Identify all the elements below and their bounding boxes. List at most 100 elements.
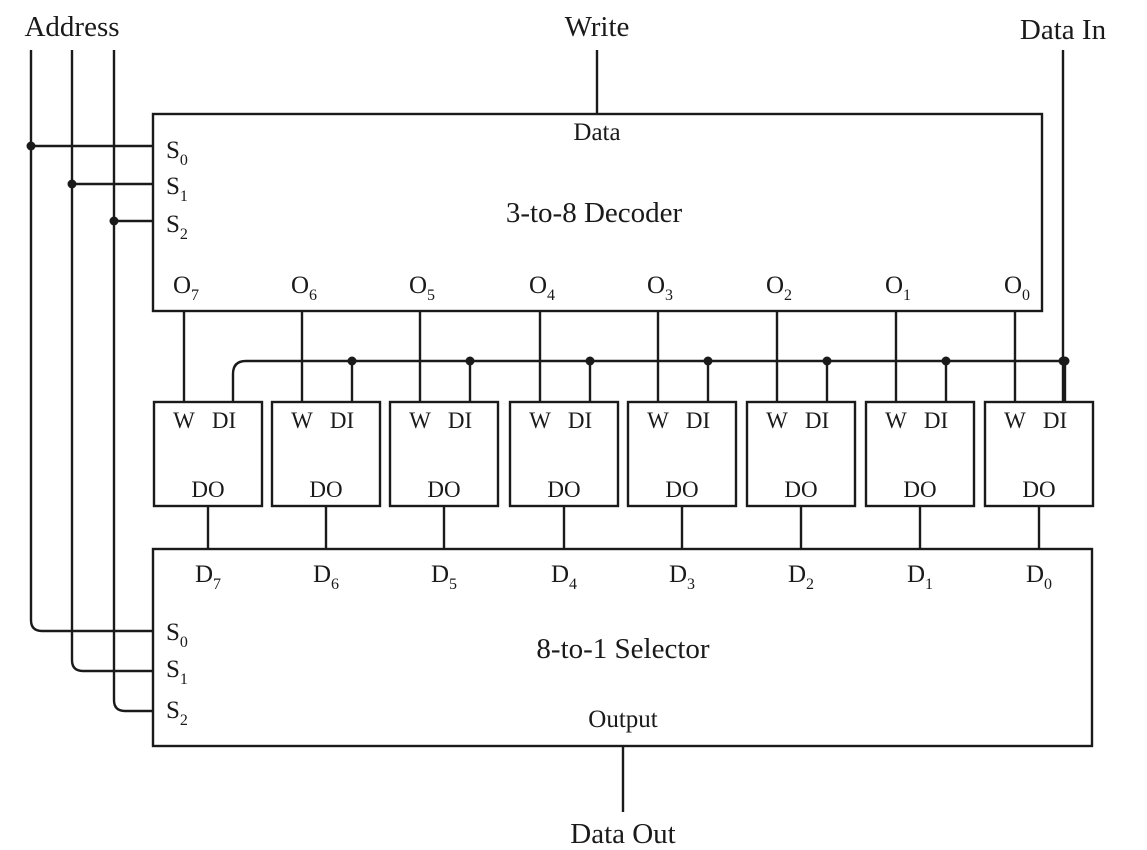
latch-di-pin: DI	[212, 408, 236, 433]
decoder-output-pin-o5-base: O	[409, 272, 427, 299]
selector-input-pin-d7: D7	[195, 561, 221, 593]
junction-dot	[109, 216, 119, 226]
latch-box	[745, 400, 857, 508]
decoder-select-pin-s0-subscript: 0	[180, 152, 188, 169]
decoder-output-pin-o0-subscript: 0	[1022, 287, 1030, 304]
latch-w-pin: W	[409, 408, 431, 433]
decoder-box	[151, 112, 1044, 313]
address-line-0	[29, 50, 153, 633]
selector-input-pin-d4: D4	[551, 561, 577, 593]
address-line-1	[70, 50, 153, 673]
latch-5: W DI DO	[388, 400, 500, 508]
decoder-output-pin-o6-base: O	[291, 272, 309, 299]
selector-select-pin-s1-subscript: 1	[180, 671, 188, 688]
decoder-select-pin-s1: S1	[166, 173, 188, 205]
selector-input-pin-d7-base: D	[195, 561, 213, 588]
latch-di-pin: DI	[924, 408, 948, 433]
latch-di-pin: DI	[448, 408, 472, 433]
selector-input-pin-d7-subscript: 7	[213, 576, 221, 593]
latch-do-pin: DO	[784, 477, 817, 502]
address-label: Address	[24, 11, 119, 43]
selector-input-pin-d0-subscript: 0	[1044, 576, 1052, 593]
decoder-output-pin-o7: O7	[173, 272, 199, 304]
latch-4: W DI DO	[508, 400, 620, 508]
latch-di-pin: DI	[330, 408, 354, 433]
junction-dot	[347, 356, 357, 366]
selector-input-pin-d3-subscript: 3	[687, 576, 695, 593]
latch-box	[270, 400, 382, 508]
decoder-output-pin-o6: O6	[291, 272, 317, 304]
selector-input-pin-d6: D6	[313, 561, 339, 593]
decoder-output-pin-o3: O3	[647, 272, 673, 304]
latch-di-pin: DI	[1043, 408, 1067, 433]
decoder-output-pin-o5: O5	[409, 272, 435, 304]
selector-input-pin-d3: D3	[669, 561, 695, 593]
junction-dot	[1058, 356, 1068, 366]
selector-input-pin-d2-base: D	[788, 561, 806, 588]
selector-input-pin-d1-base: D	[907, 561, 925, 588]
decoder-output-pin-o1-subscript: 1	[903, 287, 911, 304]
decoder-output-pin-o4: O4	[529, 272, 555, 304]
latch-do-pin: DO	[903, 477, 936, 502]
latch-w-pin: W	[766, 408, 788, 433]
junction-dot	[703, 356, 713, 366]
selector-input-pins: D7 D6 D5 D4 D3 D2 D1 D0	[195, 561, 1052, 593]
decoder-select-pin-s0-base: S	[166, 137, 180, 164]
latch-6: W DI DO	[270, 400, 382, 508]
latch-w-pin: W	[885, 408, 907, 433]
decoder-output-pin-o3-subscript: 3	[665, 287, 673, 304]
selector-select-pin-s2: S2	[166, 697, 188, 729]
latch-box	[388, 400, 500, 508]
selector-input-pin-d5-base: D	[431, 561, 449, 588]
selector-input-pin-d6-subscript: 6	[331, 576, 339, 593]
junction-dot	[67, 179, 77, 189]
selector-input-pin-d5: D5	[431, 561, 457, 593]
decoder-output-pin-o0-base: O	[1004, 272, 1022, 299]
latch-di-pin: DI	[686, 408, 710, 433]
decoder-output-pin-o1: O1	[885, 272, 911, 304]
latch-do-pin: DO	[547, 477, 580, 502]
junction-dot	[585, 356, 595, 366]
latch-do-pin: DO	[1022, 477, 1055, 502]
decoder-select-pin-s2-subscript: 2	[180, 226, 188, 243]
selector-select-pin-s1-base: S	[166, 656, 180, 683]
selector-input-pin-d2-subscript: 2	[806, 576, 814, 593]
decoder-output-pin-o0: O0	[1004, 272, 1030, 304]
latch-1: W DI DO	[864, 400, 976, 508]
data-out-label: Data Out	[570, 818, 676, 850]
decoder-output-pin-o4-base: O	[529, 272, 547, 299]
latch-di-pin: DI	[568, 408, 592, 433]
decoder-select-pin-s1-base: S	[166, 173, 180, 200]
latch-do-pin: DO	[427, 477, 460, 502]
decoder-output-pin-o1-base: O	[885, 272, 903, 299]
selector-input-pin-d6-base: D	[313, 561, 331, 588]
selector-input-pin-d5-subscript: 5	[449, 576, 457, 593]
selector-select-pin-s2-subscript: 2	[180, 712, 188, 729]
latch-0: W DI DO	[983, 400, 1095, 508]
selector-input-pin-d1: D1	[907, 561, 933, 593]
decoder-output-pin-o2-base: O	[766, 272, 784, 299]
latch-box	[508, 400, 620, 508]
selector-select-pin-s0-subscript: 0	[180, 634, 188, 651]
decoder-output-pin-o5-subscript: 5	[427, 287, 435, 304]
selector-select-pin-s0-base: S	[166, 619, 180, 646]
selector-input-pin-d0-base: D	[1026, 561, 1044, 588]
latch-do-pin: DO	[309, 477, 342, 502]
decoder-output-pins: O7 O6 O5 O4 O3 O2 O1 O0	[173, 272, 1030, 304]
decoder-output-pin-o7-subscript: 7	[191, 287, 199, 304]
latch-box	[864, 400, 976, 508]
address-bus	[26, 50, 153, 713]
data-in-bus	[231, 359, 1063, 402]
latch-w-pin: W	[529, 408, 551, 433]
decoder-title: 3-to-8 Decoder	[506, 197, 683, 229]
decoder-select-pin-s1-subscript: 1	[180, 188, 188, 205]
junction-dot	[465, 356, 475, 366]
latch-w-pin: W	[173, 408, 195, 433]
selector-select-pin-s1: S1	[166, 656, 188, 688]
selector-output-pin: Output	[588, 706, 658, 733]
